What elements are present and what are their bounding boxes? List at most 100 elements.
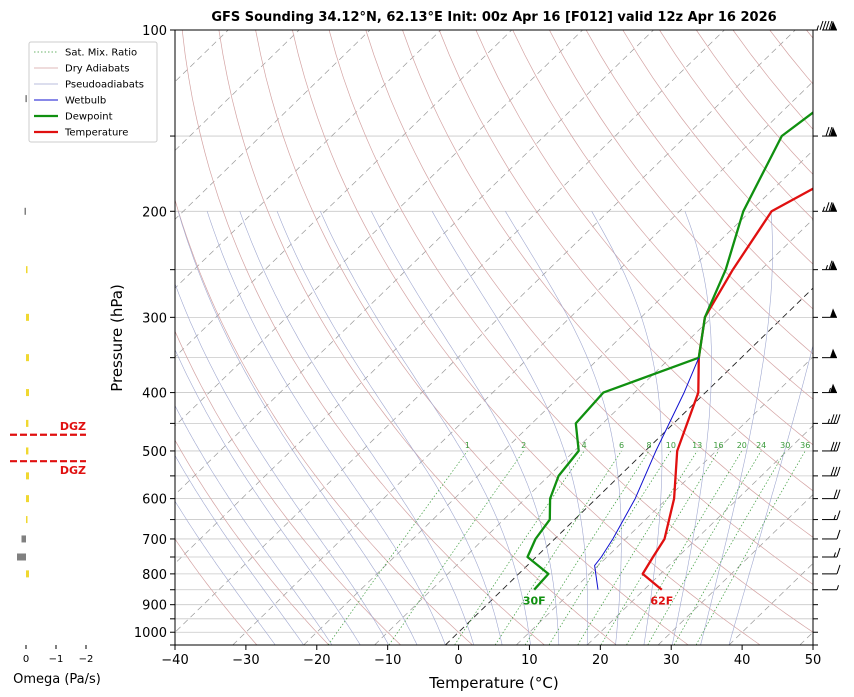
- dry-adiabat: [175, 439, 330, 645]
- dry-adiabat: [255, 30, 689, 645]
- legend-entry: Pseudoadiabats: [65, 80, 144, 91]
- x-tick-label: 20: [592, 653, 609, 668]
- wind-barb: [822, 466, 841, 477]
- x-tick-label: 30: [663, 653, 680, 668]
- wind-barb: [822, 414, 841, 424]
- omega-bar: [26, 570, 29, 578]
- omega-axis-label: Omega (Pa/s): [13, 672, 101, 687]
- wind-barbs: [816, 20, 841, 591]
- isotherm: [0, 30, 16, 645]
- legend-entry: Sat. Mix. Ratio: [65, 48, 137, 59]
- mixing-ratio-line: [327, 450, 468, 645]
- omega-bar: [26, 313, 29, 321]
- mixing-ratio-label: 2: [521, 441, 526, 450]
- omega-tick-label: 0: [23, 654, 29, 665]
- dry-adiabat: [843, 30, 854, 645]
- dry-adiabat: [218, 30, 617, 645]
- y-tick-label: 300: [142, 311, 167, 326]
- dry-adiabat: [292, 30, 761, 645]
- wind-barb: [822, 441, 841, 452]
- wind-barb: [822, 585, 839, 591]
- wind-barb: [822, 126, 837, 137]
- mixing-ratio-line: [577, 450, 698, 645]
- omega-bar: [25, 95, 27, 103]
- dry-adiabat: [175, 198, 473, 645]
- mixing-ratio-label: 6: [619, 441, 624, 450]
- isotherm: [175, 30, 371, 220]
- x-tick-label: −20: [303, 653, 330, 668]
- dry-adiabat: [806, 30, 813, 39]
- omega-bar: [26, 472, 29, 480]
- y-tick-label: 900: [142, 599, 167, 614]
- dry-adiabat: [696, 30, 813, 175]
- pseudoadiabat: [206, 211, 446, 645]
- axes: 30F 62F1002003004005006007008009001000−40…: [134, 24, 821, 668]
- wind-barb: [822, 510, 841, 521]
- isotherm: [175, 30, 300, 151]
- mixing-ratio-line: [454, 450, 585, 645]
- isotherm: [232, 81, 813, 645]
- dry-adiabat: [438, 30, 813, 492]
- omega-bar: [26, 354, 29, 362]
- wind-barb: [816, 20, 837, 31]
- mixing-ratio-line: [548, 450, 672, 645]
- pseudoadiabat: [175, 348, 361, 645]
- legend-entry: Temperature: [64, 128, 128, 139]
- mixing-ratio-line: [695, 450, 806, 645]
- dry-adiabat: [769, 30, 813, 85]
- legend-entry: Dewpoint: [65, 112, 113, 123]
- x-tick-label: −10: [374, 653, 401, 668]
- pseudoadiabat: [239, 211, 475, 645]
- dry-adiabat: [475, 30, 813, 446]
- y-tick-label: 200: [142, 205, 167, 220]
- y-tick-label: 800: [142, 568, 167, 583]
- dry-adiabat: [365, 30, 813, 585]
- data-series: [526, 111, 813, 591]
- pseudoadiabat: [175, 454, 304, 645]
- dgz-label: DGZ: [60, 420, 86, 433]
- omega-bar: [17, 553, 26, 561]
- omega-bar: [26, 495, 29, 503]
- mixing-ratio-label: 1: [465, 441, 470, 450]
- pseudoadiabat: [276, 211, 503, 645]
- x-tick-label: 40: [734, 653, 751, 668]
- dgz-markers: DGZ DGZ: [10, 420, 86, 477]
- background-lines: [0, 30, 854, 645]
- isotherm: [175, 30, 796, 633]
- dgz-label: DGZ: [60, 464, 86, 477]
- dry-adiabat: [402, 30, 813, 538]
- series-dewpoint: [526, 111, 813, 591]
- wind-barb: [822, 202, 837, 212]
- mixing-ratio-line: [673, 450, 786, 645]
- mixing-ratio-line: [524, 450, 650, 645]
- dry-adiabat: [175, 330, 401, 645]
- omega-bar: [26, 447, 29, 455]
- pseudoadiabat: [320, 211, 531, 645]
- surface-dewpoint-label: 30F: [523, 595, 546, 608]
- isotherm: [799, 631, 813, 645]
- pseudoadiabat: [700, 211, 773, 645]
- mixing-ratio-line: [626, 450, 743, 645]
- mixing-ratio-label: 4: [582, 441, 587, 450]
- pseudoadiabat: [175, 405, 333, 645]
- omega-tick-label: −1: [49, 654, 64, 665]
- y-axis-label: Pressure (hPa): [108, 284, 126, 392]
- dry-adiabat: [549, 30, 813, 355]
- surface-temperature-label: 62F: [650, 595, 673, 608]
- mixing-ratio-label: 10: [666, 441, 676, 450]
- wind-barb: [822, 564, 841, 575]
- y-tick-label: 1000: [134, 626, 167, 641]
- y-tick-label: 600: [142, 493, 167, 508]
- isotherm: [175, 30, 583, 427]
- omega-bar: [26, 389, 29, 397]
- x-tick-label: −40: [161, 653, 188, 668]
- pseudoadiabat: [505, 211, 622, 645]
- isotherm: [175, 30, 654, 496]
- wind-barb: [822, 260, 837, 271]
- dry-adiabat: [585, 30, 813, 310]
- x-tick-label: 10: [521, 653, 538, 668]
- plot-frame: [174, 29, 814, 646]
- wind-barb: [822, 547, 841, 558]
- mixing-ratio-line: [494, 450, 622, 645]
- y-tick-label: 500: [142, 445, 167, 460]
